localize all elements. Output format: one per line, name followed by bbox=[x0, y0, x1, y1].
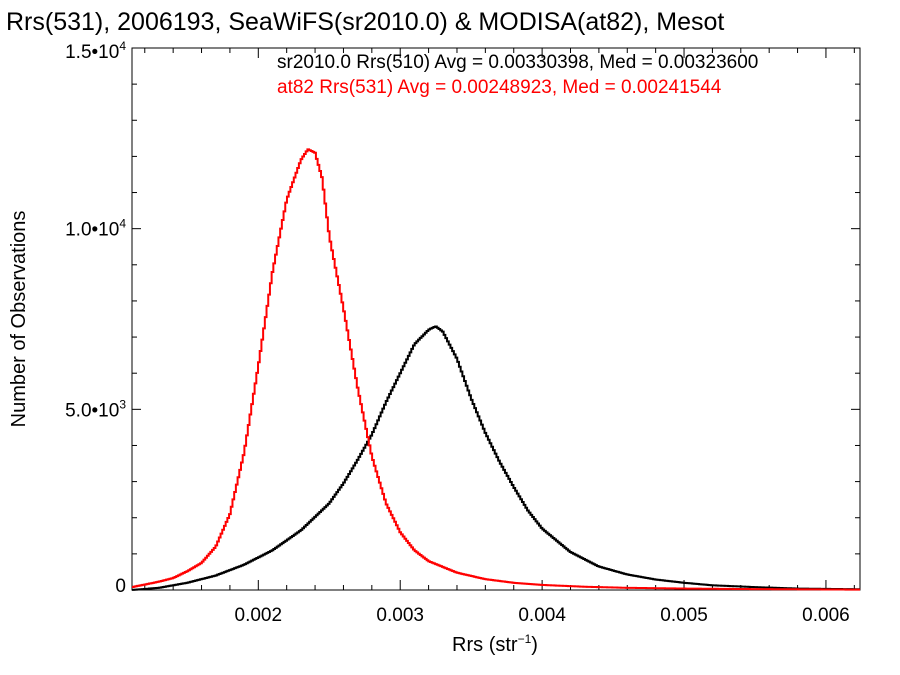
x-axis-label-exponent: −1 bbox=[518, 632, 532, 646]
x-tick-label: 0.003 bbox=[376, 605, 424, 626]
y-tick-label: 5.0•103 bbox=[65, 397, 126, 421]
legend-entry-1: sr2010.0 Rrs(510) Avg = 0.00330398, Med … bbox=[277, 52, 758, 73]
series-line-1 bbox=[132, 325, 861, 591]
y-axis-ticks: 0 5.0•103 1.0•104 1.5•104 bbox=[65, 39, 860, 597]
y-tick-label: 1.0•104 bbox=[65, 217, 126, 241]
chart-title: Rrs(531), 2006193, SeaWiFS(sr2010.0) & M… bbox=[6, 8, 724, 36]
x-axis-label-close: ) bbox=[531, 634, 538, 656]
x-tick-label: 0.004 bbox=[518, 605, 566, 626]
legend: sr2010.0 Rrs(510) Avg = 0.00330398, Med … bbox=[277, 52, 758, 98]
y-tick-label: 0 bbox=[115, 576, 126, 597]
series-layer bbox=[132, 148, 861, 591]
x-tick-label: 0.005 bbox=[660, 605, 708, 626]
x-axis-label: Rrs (str−1) bbox=[452, 632, 538, 656]
series-line-2 bbox=[132, 148, 861, 591]
x-tick-label: 0.006 bbox=[802, 605, 850, 626]
plot-frame bbox=[131, 47, 861, 591]
x-axis-label-main: Rrs (str bbox=[452, 634, 518, 656]
x-axis-ticks: 0.002 0.003 0.004 0.005 0.006 bbox=[144, 48, 855, 626]
y-axis-label: Number of Observations bbox=[8, 211, 30, 428]
y-tick-label: 1.5•104 bbox=[65, 39, 126, 63]
x-tick-label: 0.002 bbox=[235, 605, 283, 626]
legend-entry-2: at82 Rrs(531) Avg = 0.00248923, Med = 0.… bbox=[277, 77, 722, 98]
